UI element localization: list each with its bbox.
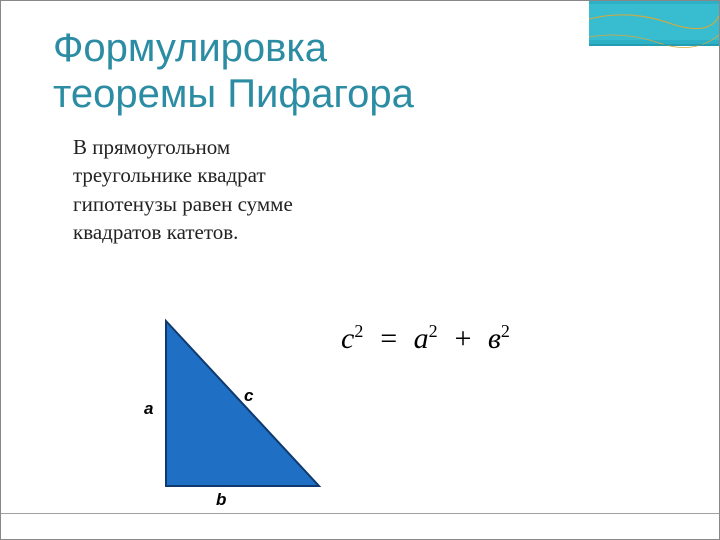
theorem-statement: В прямоугольном треугольнике квадрат гип… (73, 133, 353, 246)
bottom-divider (1, 513, 719, 514)
corner-decoration (589, 1, 719, 71)
formula-plus: + (453, 322, 473, 355)
slide-title: Формулировка теоремы Пифагора (1, 1, 481, 117)
formula-eq: = (378, 322, 398, 355)
formula-exp-b: 2 (501, 321, 510, 341)
pythagorean-formula: c2 = a2 + в2 (341, 321, 510, 356)
formula-b: в (488, 322, 501, 355)
triangle-diagram: a b c (156, 311, 356, 506)
formula-c: c (341, 322, 354, 355)
formula-exp-a: 2 (429, 321, 438, 341)
content-area: В прямоугольном треугольнике квадрат гип… (1, 117, 719, 246)
label-a: a (144, 399, 153, 419)
formula-exp-c: 2 (354, 321, 363, 341)
label-c: c (244, 386, 253, 406)
label-b: b (216, 490, 226, 510)
formula-a: a (414, 322, 429, 355)
right-triangle (166, 321, 319, 486)
